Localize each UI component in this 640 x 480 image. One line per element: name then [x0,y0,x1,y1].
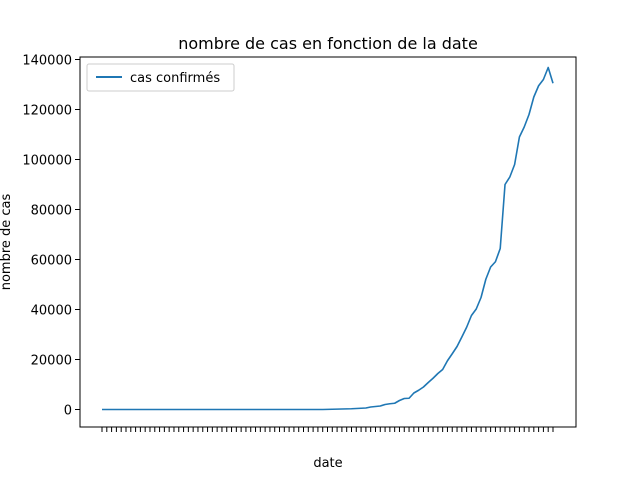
y-tick-label: 100000 [22,154,72,169]
y-axis-title: nombre de cas [0,193,14,290]
y-tick-label: 0 [64,404,72,419]
plot-area-frame [79,56,577,428]
plot-lines [102,66,554,411]
y-tick-label: 40000 [31,304,72,319]
y-tick-label: 140000 [22,54,72,69]
legend-box [86,63,235,92]
x-axis-ticks [101,427,554,432]
y-axis-ticks: 0 20000 40000 60000 80000 100000 120000 140000 [22,54,80,419]
series-line-cas-confirmes [102,66,554,411]
y-tick-label: 120000 [22,104,72,119]
legend: cas confirmés [86,63,235,92]
chart-title: nombre de cas en fonction de la date [178,34,478,53]
x-axis-title: date [313,456,342,471]
legend-label: cas confirmés [130,71,220,86]
y-tick-label: 60000 [31,254,72,269]
y-tick-label: 80000 [31,204,72,219]
y-tick-label: 20000 [31,354,72,369]
